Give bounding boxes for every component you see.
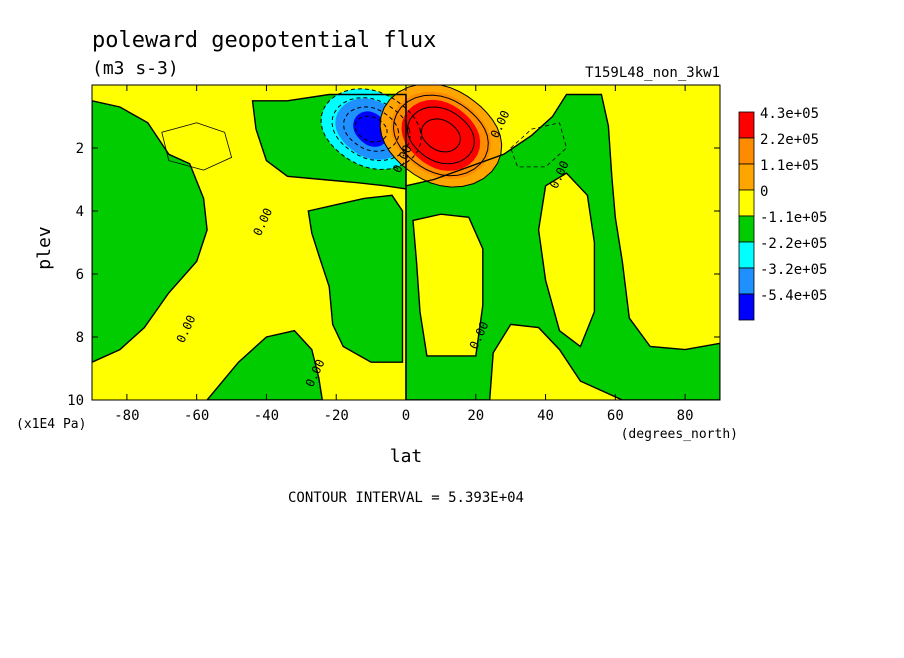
x-tick-label: -40	[254, 408, 279, 424]
colorbar-label: -2.2e+05	[760, 236, 827, 252]
chart-subtitle: (m3 s-3)	[92, 58, 179, 79]
y-tick-label: 2	[76, 141, 84, 157]
weak-contour-line	[510, 122, 567, 168]
colorbar-swatch	[738, 189, 755, 217]
colorbar-label: 1.1e+05	[760, 158, 819, 174]
x-tick-label: 0	[402, 408, 410, 424]
y-axis-label: plev	[34, 226, 55, 269]
contour-interval-note: CONTOUR INTERVAL = 5.393E+04	[288, 490, 524, 506]
contour-field	[92, 85, 720, 400]
colorbar-label: 4.3e+05	[760, 106, 819, 122]
negative-region	[207, 330, 323, 400]
zero-contour-line	[412, 213, 484, 357]
zero-contour-line	[206, 329, 324, 400]
positive-contour-line	[379, 85, 503, 188]
zero-contour-line	[537, 172, 596, 348]
negative-contour-line	[354, 115, 388, 143]
positive-contour-line	[406, 106, 475, 165]
colorbar-label: 2.2e+05	[760, 132, 819, 148]
x-axis-units: (degrees_north)	[621, 427, 738, 442]
colorbar-swatch	[738, 215, 755, 243]
weak-contour-line	[161, 122, 233, 171]
negative-contour-line	[343, 106, 400, 152]
colorbar-swatch	[738, 267, 755, 295]
y-tick-label: 8	[76, 330, 84, 346]
zero-contour-line	[307, 194, 404, 363]
negative-contour-line	[320, 88, 422, 171]
zero-contour-line	[405, 93, 720, 400]
x-tick-label: -20	[324, 408, 349, 424]
colorbar-swatch	[738, 241, 755, 269]
colorbar-swatch	[738, 293, 755, 321]
x-axis-label: lat	[390, 446, 423, 467]
positive-region	[413, 214, 483, 356]
y-axis-units: (x1E4 Pa)	[16, 417, 86, 432]
x-tick-label: -60	[184, 408, 209, 424]
colorbar-swatch	[738, 111, 755, 139]
colorbar-swatch	[738, 137, 755, 165]
negative-region	[92, 100, 208, 363]
negative-region	[308, 195, 403, 363]
x-tick-label: 20	[467, 408, 484, 424]
chart-title: poleward geopotential flux	[92, 28, 436, 53]
x-tick-label: -80	[114, 408, 139, 424]
colorbar-swatch	[738, 163, 755, 191]
y-tick-label: 6	[76, 267, 84, 283]
run-label: T159L48_non_3kw1	[585, 65, 720, 81]
colorbar-label: -1.1e+05	[760, 210, 827, 226]
x-tick-label: 80	[677, 408, 694, 424]
positive-contour-line	[420, 118, 461, 153]
x-tick-label: 60	[607, 408, 624, 424]
zero-contour-line	[92, 100, 208, 363]
y-axis: 2 4 6 8 10	[67, 141, 720, 409]
colorbar: 4.3e+05 2.2e+05 1.1e+05 0 -1.1e+05 -2.2e+05 -3…	[738, 106, 827, 321]
y-tick-label: 10	[67, 393, 84, 409]
x-tick-label: 40	[537, 408, 554, 424]
y-tick-label: 4	[76, 204, 84, 220]
zero-contour-line	[251, 93, 407, 190]
x-axis: -80 -60 -40 -20 0 20 40 60 80	[114, 85, 694, 424]
positive-contour-line	[392, 94, 489, 177]
colorbar-label: 0	[760, 184, 768, 200]
colorbar-label: -3.2e+05	[760, 262, 827, 278]
colorbar-label: -5.4e+05	[760, 288, 827, 304]
negative-contour-line	[331, 97, 411, 162]
